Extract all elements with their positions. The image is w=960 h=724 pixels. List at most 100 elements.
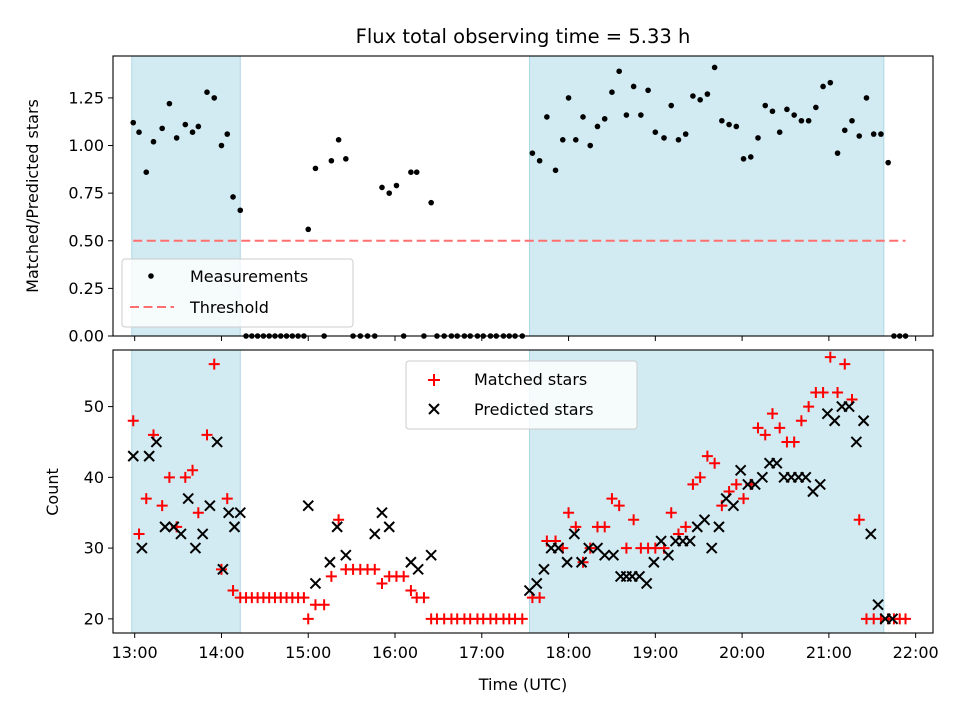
measurement-point [682, 131, 689, 137]
ratio-y-ticks: 0.00 0.25 0.50 0.75 1.00 1.25 [68, 88, 113, 346]
measurement-point [878, 131, 884, 137]
measurement-point [408, 169, 414, 175]
measurement-point [224, 131, 231, 137]
matched-stars-point [900, 613, 912, 625]
predicted-stars-point [376, 507, 388, 519]
measurement-point [143, 169, 150, 175]
predicted-stars-point [872, 598, 884, 611]
measurement-point [870, 131, 877, 137]
x-tick-label: 17:00 [459, 643, 505, 662]
y-tick-label: 40 [84, 468, 104, 487]
measurement-point [645, 87, 651, 94]
measurement-point [769, 108, 776, 115]
y-tick-label: 30 [84, 539, 104, 558]
measurement-point [211, 95, 218, 101]
measurement-point [173, 135, 180, 141]
matched-stars-point [570, 521, 582, 533]
measurement-point [697, 97, 703, 103]
measurement-point [218, 142, 225, 149]
predicted-stars-point [302, 499, 314, 512]
predicted-stars-point [369, 528, 381, 540]
predicted-stars-point [175, 528, 187, 540]
measurement-point [386, 190, 393, 196]
predicted-stars-point [828, 415, 841, 427]
measurement-point [312, 165, 319, 172]
matched-stars-point [803, 401, 815, 413]
y-tick-label: 1.00 [68, 136, 104, 155]
measurement-point [762, 102, 769, 109]
predicted-stars-point [713, 521, 725, 533]
predicted-stars-point [196, 528, 209, 540]
measurement-point [150, 138, 157, 145]
predicted-stars-point [684, 535, 696, 547]
predicted-stars-point [865, 528, 877, 540]
y-tick-label: 0.00 [68, 327, 104, 346]
chart-title: Flux total observing time = 5.33 h [356, 25, 691, 48]
matched-stars-point [766, 408, 778, 420]
predicted-stars-point [217, 563, 229, 576]
measurement-point [740, 156, 747, 162]
measurement-point [428, 199, 434, 206]
x-tick-label: 15:00 [285, 643, 331, 662]
matched-stars-point [227, 585, 239, 597]
matched-stars-point [418, 592, 430, 604]
measurement-point [849, 117, 855, 124]
count-legend-box [405, 360, 638, 430]
count-y-axis-label: Count [43, 468, 62, 516]
matched-stars-point [824, 351, 836, 363]
matched-stars-point [302, 613, 314, 625]
measurement-point [623, 112, 630, 118]
predicted-stars-point [857, 415, 870, 427]
matched-stars-point [613, 500, 625, 512]
measurement-point [159, 125, 165, 132]
predicted-stars-point [756, 471, 769, 484]
count-axes-frame [112, 349, 934, 634]
predicted-stars-point [234, 507, 246, 519]
y-tick-label: 0.75 [68, 184, 104, 203]
matched-legend-label: Matched stars [474, 370, 587, 389]
predicted-stars-point [189, 542, 202, 554]
measurement-point [784, 106, 790, 113]
measurement-point [343, 156, 349, 162]
predicted-stars-point [309, 577, 322, 590]
matched-stars-point [156, 500, 168, 512]
matched-stars-point [133, 528, 145, 540]
measurement-point [305, 226, 312, 233]
matched-stars-point [163, 471, 175, 483]
count-x-ticks: 13:00 14:00 15:00 16:00 17:00 18:00 19:00 20:00… [112, 633, 939, 662]
predicted-stars-point [655, 535, 667, 547]
matched-stars-point [577, 556, 589, 568]
predicted-stars-point [843, 400, 855, 413]
measurement-point [544, 114, 550, 120]
matched-stars-point [584, 542, 596, 554]
matched-stars-point [665, 507, 677, 519]
predicted-stars-point [136, 542, 148, 554]
predicted-stars-point [228, 521, 241, 533]
measurement-point [413, 169, 420, 175]
matched-stars-point [516, 613, 528, 625]
measurement-point [601, 116, 608, 122]
predicted-stars-point [800, 471, 812, 484]
predicted-stars-point [383, 521, 395, 533]
predicted-stars-point [727, 499, 740, 512]
predicted-stars-point [182, 492, 194, 505]
matched-stars-point [318, 599, 330, 611]
measurement-point [726, 121, 732, 128]
predicted-stars-point [568, 528, 581, 540]
measurement-point [813, 104, 819, 111]
measurement-point [335, 137, 342, 143]
measurement-point [565, 95, 572, 101]
measurement-point [552, 167, 559, 174]
measurement-point [529, 150, 536, 156]
ratio-legend-box [121, 258, 354, 328]
matched-stars-point [730, 478, 742, 490]
measurement-point [755, 135, 761, 141]
x-tick-label: 13:00 [112, 643, 158, 662]
x-axis-label: Time (UTC) [478, 675, 567, 694]
ratio-panel: Flux total observing time = 5.33 h 0.00 0… [23, 25, 934, 346]
predicted-stars-point [850, 436, 863, 448]
ratio-y-axis-label: Matched/Predicted stars [23, 99, 42, 293]
predicted-stars-point [648, 556, 660, 568]
matched-stars-point [563, 507, 575, 519]
x-tick-label: 16:00 [372, 643, 418, 662]
